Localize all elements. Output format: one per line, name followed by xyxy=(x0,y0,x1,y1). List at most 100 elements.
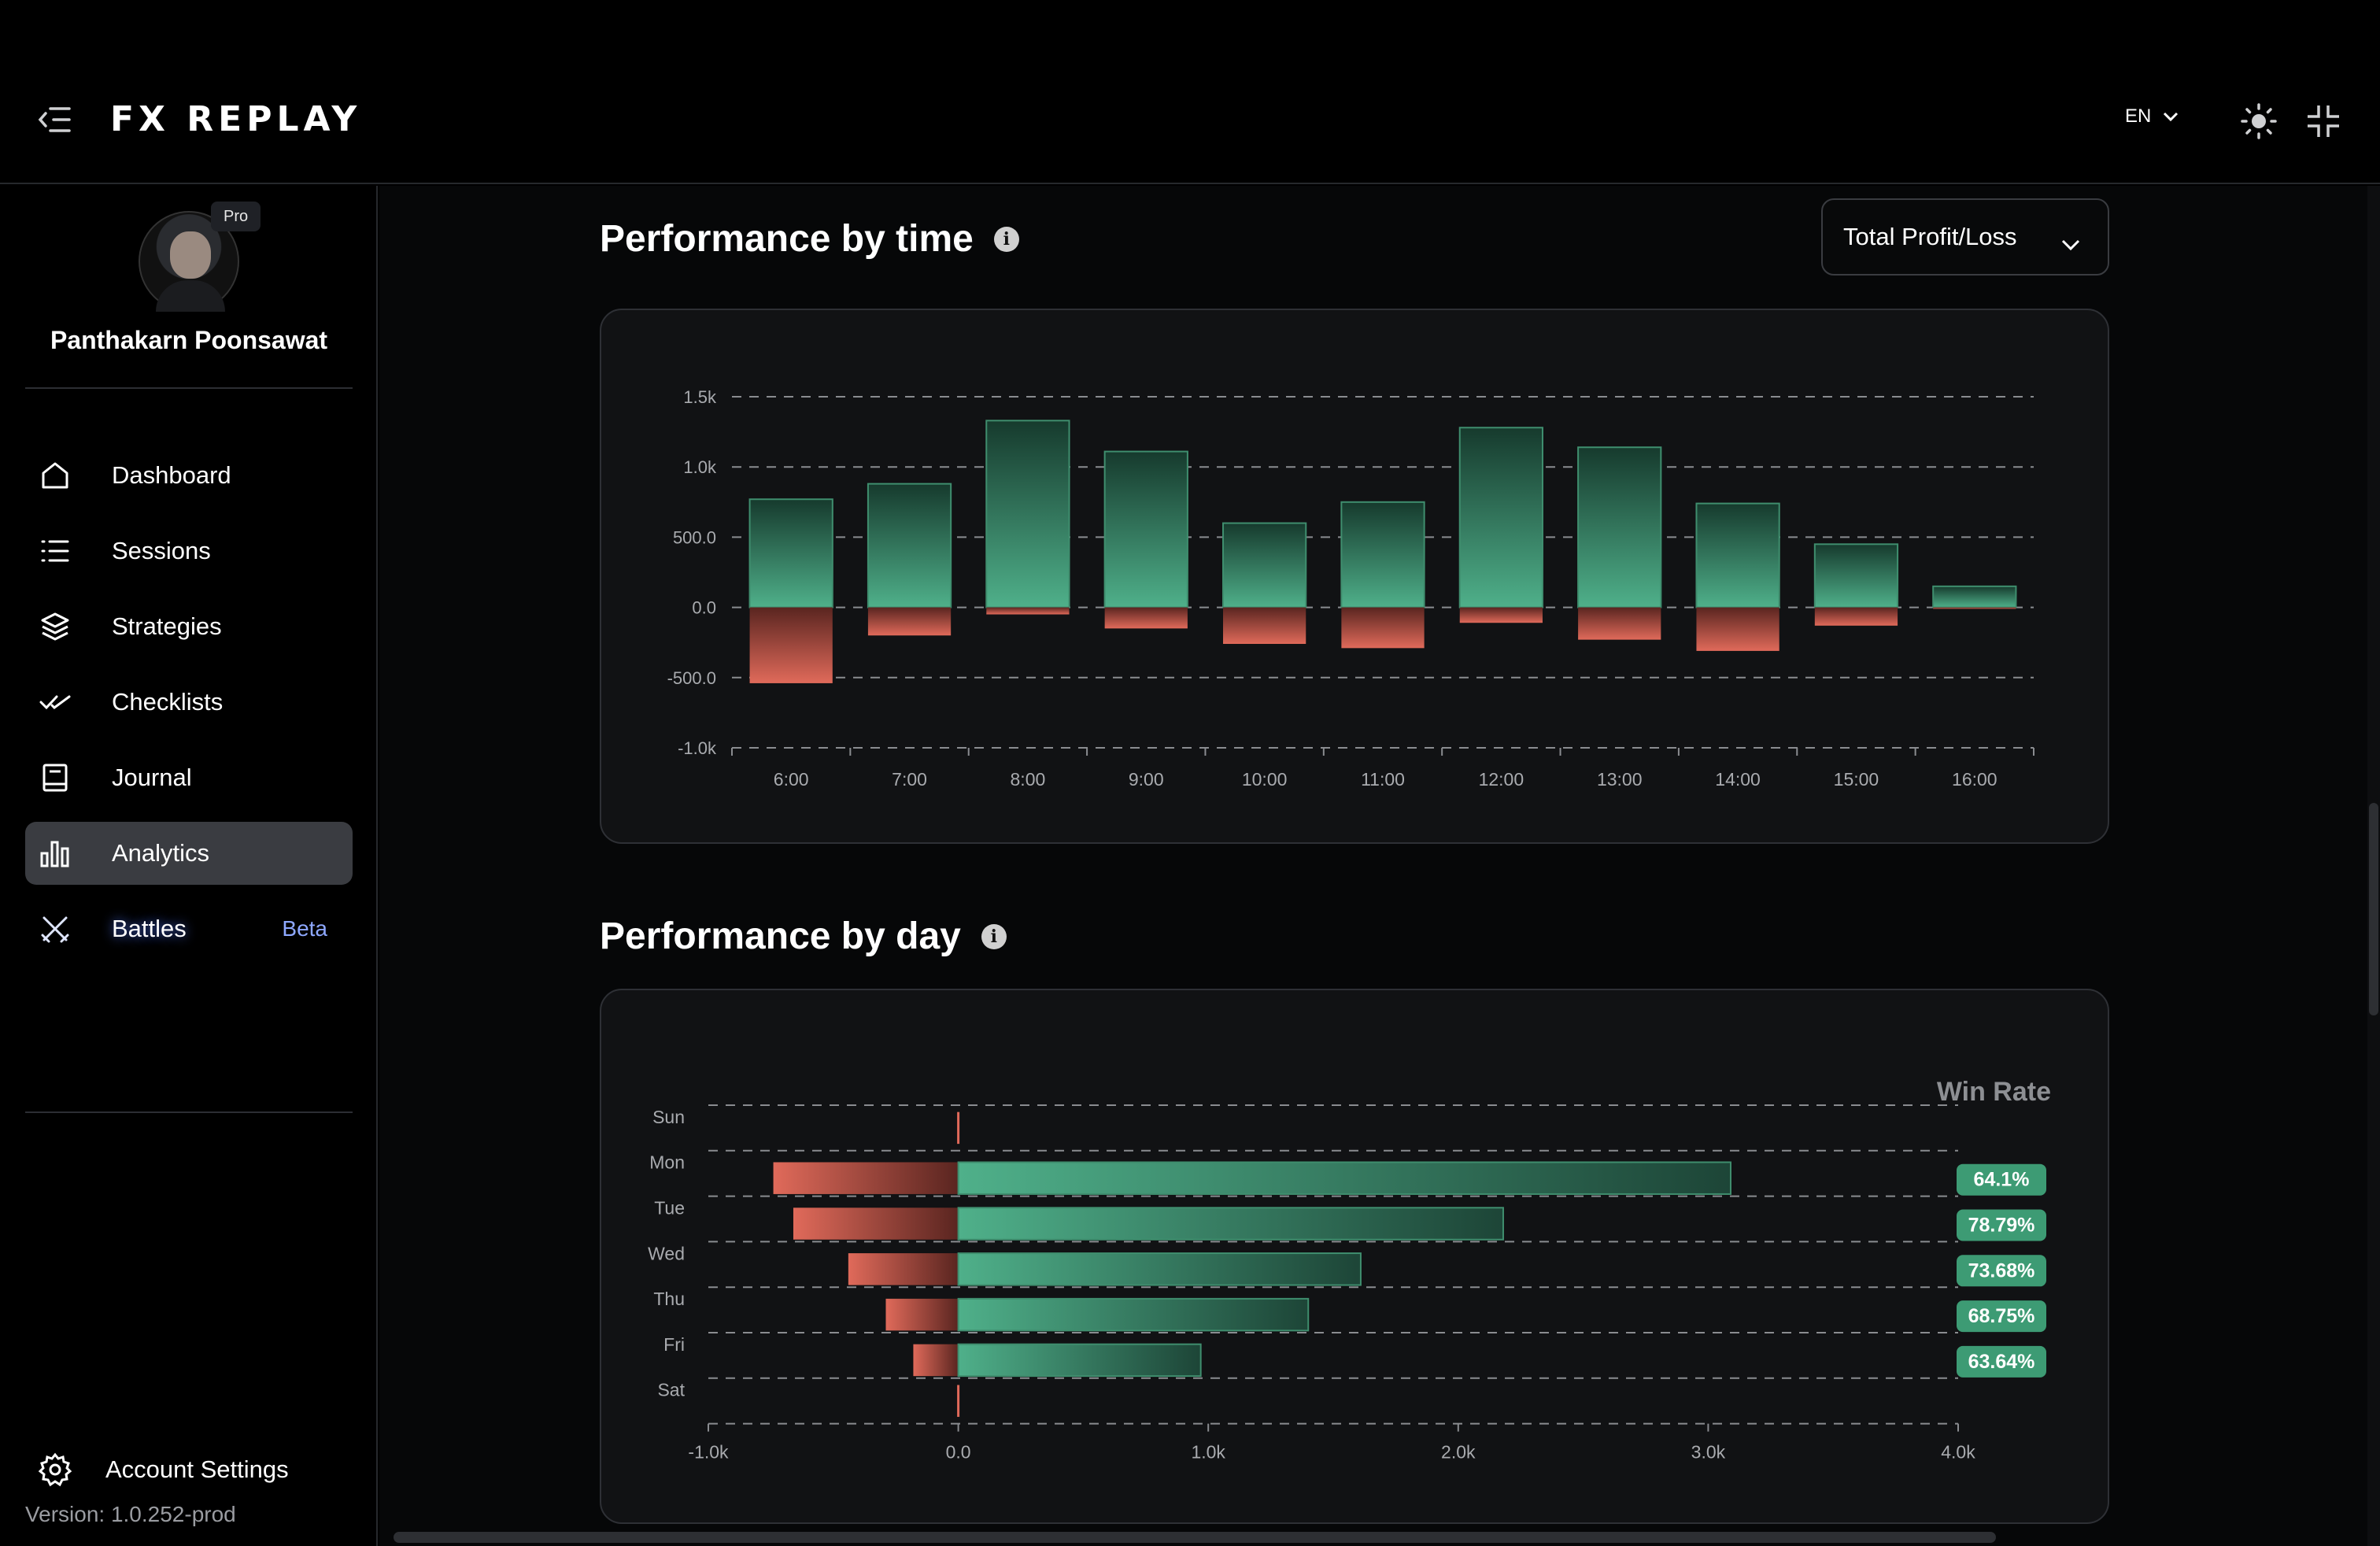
sun-icon[interactable] xyxy=(2240,102,2278,140)
bar-chart-icon xyxy=(36,834,74,872)
sidebar-item-battles[interactable]: Battles Beta xyxy=(25,897,353,960)
exit-fullscreen-icon[interactable] xyxy=(2306,104,2341,139)
x-tick-label: 12:00 xyxy=(1479,769,1524,790)
profit-bar xyxy=(957,1207,1504,1241)
x-tick-label: 14:00 xyxy=(1715,769,1761,790)
horizontal-scrollbar[interactable] xyxy=(394,1532,1996,1543)
loss-bar xyxy=(986,607,1070,615)
loss-bar xyxy=(1223,607,1306,644)
x-tick-label: 0.0 xyxy=(946,1442,971,1463)
sidebar-item-sessions[interactable]: Sessions xyxy=(25,520,353,583)
loss-bar xyxy=(793,1208,959,1240)
win-rate-badge xyxy=(1957,1300,2046,1333)
sidebar-divider xyxy=(25,1111,353,1113)
version-text: Version: 1.0.252-prod xyxy=(25,1502,236,1526)
y-tick-label: Sun xyxy=(652,1107,685,1127)
sidebar-item-label: Dashboard xyxy=(112,461,231,489)
loss-bar xyxy=(773,1162,959,1194)
y-tick-label: Thu xyxy=(653,1289,685,1309)
win-rate-value: 78.79% xyxy=(1968,1215,2035,1237)
sidebar-item-label: Analytics xyxy=(112,839,210,867)
y-tick-label: Sat xyxy=(657,1380,685,1400)
crossed-swords-icon xyxy=(36,910,74,948)
x-tick-label: 11:00 xyxy=(1361,769,1405,790)
profit-bar xyxy=(1813,543,1899,608)
window-top-bar xyxy=(0,0,2380,57)
loss-bar xyxy=(1578,607,1661,640)
loss-bar xyxy=(867,607,952,636)
sidebar-item-dashboard[interactable]: Dashboard xyxy=(25,444,353,507)
loss-bar xyxy=(1341,607,1425,649)
loss-bar xyxy=(1814,607,1898,626)
gear-icon xyxy=(36,1451,74,1489)
loss-bar xyxy=(913,1344,959,1377)
section-title-day: Performance by day i xyxy=(600,915,1007,958)
collapse-sidebar-icon[interactable] xyxy=(38,104,72,135)
profit-bar xyxy=(957,1297,1310,1332)
profit-bar xyxy=(957,1161,1731,1195)
avatar-face xyxy=(170,231,211,279)
win-rate-value: 64.1% xyxy=(1974,1169,2030,1191)
loss-bar xyxy=(885,1298,959,1331)
y-tick-label: Fri xyxy=(663,1334,685,1355)
y-tick-label: 1.5k xyxy=(683,387,717,407)
info-icon[interactable]: i xyxy=(981,923,1007,949)
profit-bar xyxy=(1103,450,1188,608)
sidebar-item-analytics[interactable]: Analytics xyxy=(25,822,353,885)
main-content: Performance by time i Total Profit/Loss … xyxy=(379,186,2380,1546)
vertical-scroll-thumb[interactable] xyxy=(2369,803,2378,1015)
y-tick-label: 1.0k xyxy=(683,457,717,477)
y-tick-label: Wed xyxy=(648,1243,685,1263)
language-label: EN xyxy=(2125,105,2152,127)
loss-bar xyxy=(749,607,833,683)
profit-bar xyxy=(1458,427,1543,608)
chevron-down-icon xyxy=(2162,105,2179,128)
sidebar-item-strategies[interactable]: Strategies xyxy=(25,595,353,658)
win-rate-badge xyxy=(1957,1163,2046,1196)
profit-bar xyxy=(748,498,833,608)
time-chart-card: 1.5k 1.0k 500.0 0.0 -500.0 -1.0k 6:00 7:00 8:00 9… xyxy=(600,309,2109,844)
beta-badge: Beta xyxy=(282,916,327,941)
section-heading: Performance by day xyxy=(600,915,961,957)
section-title-time: Performance by time i xyxy=(600,217,1019,261)
y-tick-label: Mon xyxy=(649,1152,685,1173)
loss-bar xyxy=(1459,607,1543,623)
sidebar-item-label: Sessions xyxy=(112,537,211,564)
app-logo[interactable]: FX REPLAY xyxy=(110,99,362,139)
profit-bar xyxy=(1695,502,1780,608)
sidebar-item-label: Journal xyxy=(112,764,192,791)
pro-badge: Pro xyxy=(211,202,261,231)
metric-dropdown-value: Total Profit/Loss xyxy=(1843,223,2017,250)
win-rate-badge xyxy=(1957,1209,2046,1241)
x-tick-label: 15:00 xyxy=(1834,769,1879,790)
loss-bar xyxy=(848,1253,959,1285)
language-selector[interactable]: EN xyxy=(2125,105,2179,128)
x-tick-label: 6:00 xyxy=(774,769,809,790)
profit-bar xyxy=(957,1252,1362,1286)
double-check-icon xyxy=(36,683,74,721)
list-icon xyxy=(36,532,74,570)
win-rate-value: 63.64% xyxy=(1968,1351,2035,1373)
x-tick-label: 9:00 xyxy=(1129,769,1164,790)
win-rate-value: 68.75% xyxy=(1968,1305,2035,1327)
account-settings-button[interactable]: Account Settings xyxy=(25,1444,353,1496)
x-tick-label: 7:00 xyxy=(892,769,927,790)
profit-bar xyxy=(1577,446,1662,608)
win-rate-badge xyxy=(1957,1255,2046,1287)
sidebar-item-label: Battles xyxy=(112,915,187,942)
info-icon[interactable]: i xyxy=(993,226,1019,252)
day-chart-card: Win Rate -1.0k 0.0 1.0k 2.0k 3.0k 4.0k Sun Mon 64… xyxy=(600,989,2109,1524)
x-tick-label: 8:00 xyxy=(1011,769,1046,790)
profit-bar xyxy=(1222,522,1307,608)
sidebar-item-label: Checklists xyxy=(112,688,224,716)
home-icon xyxy=(36,457,74,494)
sidebar-item-checklists[interactable]: Checklists xyxy=(25,671,353,734)
metric-dropdown[interactable]: Total Profit/Loss xyxy=(1821,198,2109,276)
x-tick-label: -1.0k xyxy=(688,1442,729,1463)
loss-bar xyxy=(1933,607,2016,609)
user-name: Panthakarn Poonsawat xyxy=(50,326,328,354)
loss-bar xyxy=(1104,607,1188,629)
y-tick-label: Tue xyxy=(654,1198,685,1219)
profit-bar xyxy=(1932,585,2017,608)
sidebar-item-journal[interactable]: Journal xyxy=(25,746,353,809)
